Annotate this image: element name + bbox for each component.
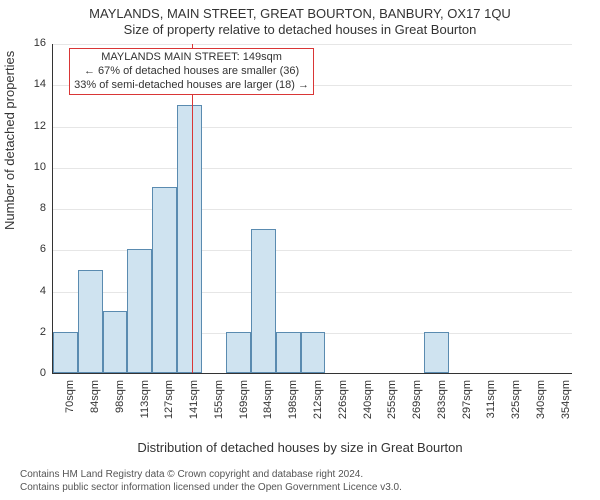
y-tick-label: 14 <box>22 78 46 90</box>
callout-box: MAYLANDS MAIN STREET: 149sqm← 67% of det… <box>69 48 314 95</box>
histogram-bar <box>301 332 326 373</box>
x-tick-label: 226sqm <box>337 380 349 430</box>
histogram-bar <box>177 105 202 373</box>
x-tick-label: 283sqm <box>436 380 448 430</box>
callout-line: 33% of semi-detached houses are larger (… <box>74 79 309 93</box>
histogram-bar <box>226 332 251 373</box>
x-tick-label: 354sqm <box>560 380 572 430</box>
x-tick-label: 269sqm <box>411 380 423 430</box>
y-tick-label: 12 <box>22 120 46 132</box>
histogram-bar <box>53 332 78 373</box>
x-tick-label: 255sqm <box>386 380 398 430</box>
plot-area: MAYLANDS MAIN STREET: 149sqm← 67% of det… <box>52 44 572 374</box>
x-tick-label: 113sqm <box>139 380 151 430</box>
chart-title-description: Size of property relative to detached ho… <box>0 22 600 37</box>
y-tick-label: 10 <box>22 161 46 173</box>
x-tick-label: 98sqm <box>114 380 126 430</box>
footer-line-1: Contains HM Land Registry data © Crown c… <box>20 468 402 481</box>
histogram-bar <box>251 229 276 373</box>
x-tick-label: 198sqm <box>287 380 299 430</box>
callout-line: MAYLANDS MAIN STREET: 149sqm <box>74 51 309 65</box>
chart-title-address: MAYLANDS, MAIN STREET, GREAT BOURTON, BA… <box>0 6 600 21</box>
x-tick-label: 184sqm <box>262 380 274 430</box>
x-tick-label: 169sqm <box>238 380 250 430</box>
x-tick-label: 297sqm <box>461 380 473 430</box>
histogram-bar <box>424 332 449 373</box>
x-tick-label: 240sqm <box>362 380 374 430</box>
callout-line: ← 67% of detached houses are smaller (36… <box>74 65 309 79</box>
y-tick-label: 4 <box>22 285 46 297</box>
x-tick-label: 311sqm <box>485 380 497 430</box>
histogram-bar <box>78 270 103 373</box>
x-tick-label: 141sqm <box>188 380 200 430</box>
y-tick-label: 16 <box>22 37 46 49</box>
x-tick-label: 155sqm <box>213 380 225 430</box>
y-tick-label: 0 <box>22 367 46 379</box>
x-tick-label: 325sqm <box>510 380 522 430</box>
y-tick-label: 6 <box>22 243 46 255</box>
footer-attribution: Contains HM Land Registry data © Crown c… <box>20 468 402 494</box>
histogram-bar <box>152 187 177 373</box>
x-tick-label: 84sqm <box>89 380 101 430</box>
x-axis-label: Distribution of detached houses by size … <box>0 440 600 455</box>
histogram-bar <box>127 249 152 373</box>
y-axis-label: Number of detached properties <box>2 51 17 230</box>
x-tick-label: 340sqm <box>535 380 547 430</box>
x-tick-label: 212sqm <box>312 380 324 430</box>
x-tick-label: 127sqm <box>163 380 175 430</box>
y-tick-label: 8 <box>22 202 46 214</box>
footer-line-2: Contains public sector information licen… <box>20 481 402 494</box>
x-tick-label: 70sqm <box>64 380 76 430</box>
histogram-bar <box>276 332 301 373</box>
histogram-bar <box>103 311 128 373</box>
y-tick-label: 2 <box>22 326 46 338</box>
